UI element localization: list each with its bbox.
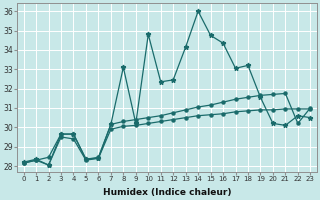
X-axis label: Humidex (Indice chaleur): Humidex (Indice chaleur) [103,188,231,197]
